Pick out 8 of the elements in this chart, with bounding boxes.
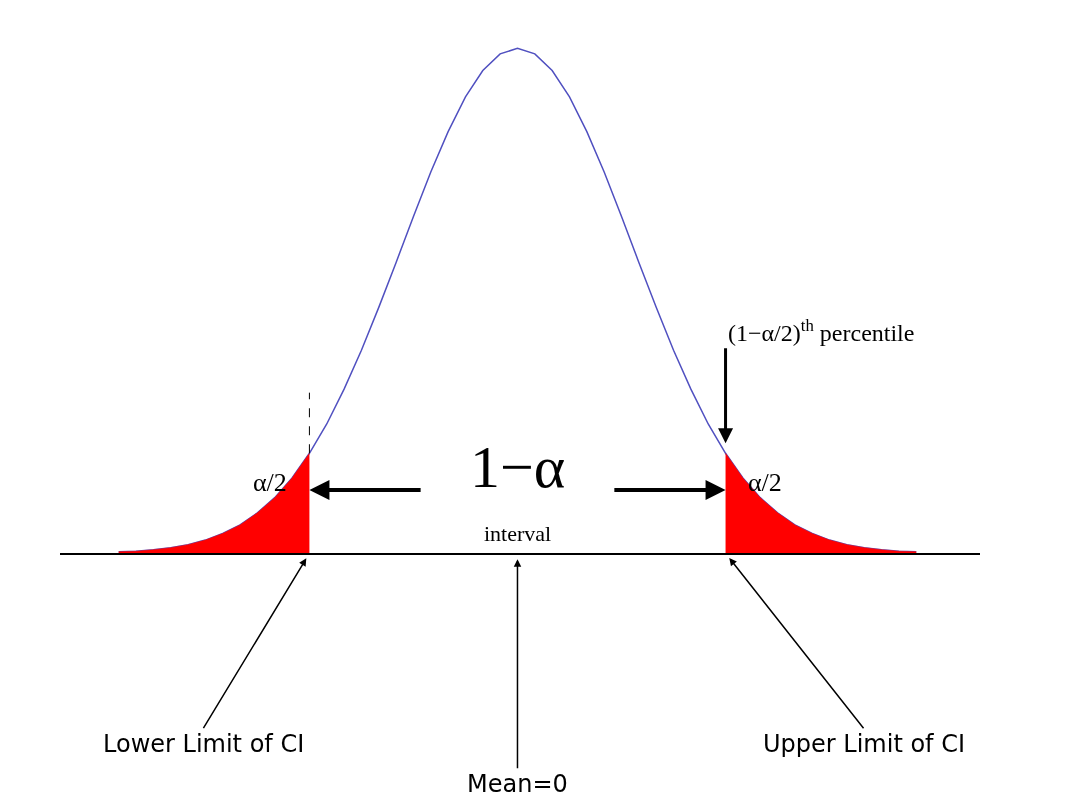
annotation: (1−α/2)$^{th}$ percentile — [728, 316, 915, 347]
text: Upper Limit of CI — [763, 730, 966, 758]
annotation: α/2 — [253, 468, 287, 497]
text: Lower Limit of CI — [103, 730, 305, 758]
annotation: 1−α — [470, 434, 566, 500]
annotation: interval — [484, 521, 552, 546]
text: Mean=0 — [467, 770, 568, 796]
annotation: α/2 — [748, 468, 782, 497]
